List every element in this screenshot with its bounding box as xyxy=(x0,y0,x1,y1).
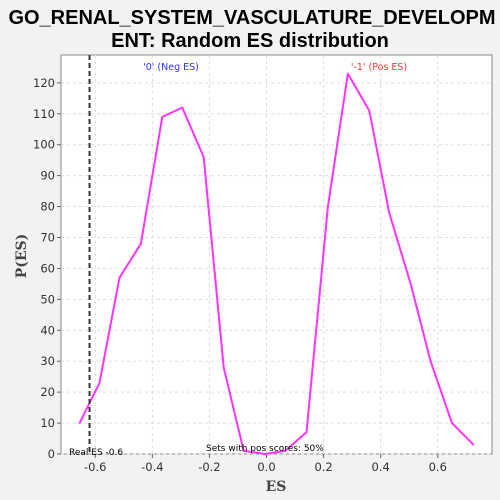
data-point xyxy=(182,107,184,109)
data-point xyxy=(473,444,475,446)
pos-scores-label: Sets with pos scores: 50% xyxy=(206,444,324,454)
x-axis-label: ES xyxy=(266,479,287,495)
y-axis-label: P(ES) xyxy=(14,234,30,279)
y-tick-label: 120 xyxy=(33,76,55,90)
x-tick-label: 0.6 xyxy=(429,460,447,474)
data-point xyxy=(388,212,390,214)
data-point xyxy=(119,277,121,279)
chart-title-line1: GO_RENAL_SYSTEM_VASCULATURE_DEVELOPM xyxy=(8,7,495,29)
data-point xyxy=(430,360,432,362)
data-point xyxy=(223,367,225,369)
y-tick-label: 100 xyxy=(33,138,55,152)
neg-es-label: '0' (Neg ES) xyxy=(143,62,199,73)
data-point xyxy=(99,382,101,384)
y-tick-label: 40 xyxy=(40,323,55,337)
y-tick-label: 60 xyxy=(40,261,55,275)
x-tick-label: -0.6 xyxy=(84,460,106,474)
y-tick-label: 70 xyxy=(40,230,55,244)
data-point xyxy=(203,156,205,158)
x-tick-label: 0.2 xyxy=(314,460,332,474)
y-tick-label: 30 xyxy=(40,354,55,368)
data-point xyxy=(140,243,142,245)
pos-es-label: '-1' (Pos ES) xyxy=(351,62,407,73)
real-es-label: Real ES -0.6 xyxy=(69,448,123,458)
y-tick-label: 90 xyxy=(40,169,55,183)
plot-area xyxy=(61,55,492,454)
y-tick-label: 10 xyxy=(40,416,55,430)
x-tick-label: 0.4 xyxy=(372,460,390,474)
x-tick-label: -0.2 xyxy=(198,460,220,474)
y-tick-label: 110 xyxy=(33,107,55,121)
y-tick-label: 20 xyxy=(40,385,55,399)
x-tick-label: -0.4 xyxy=(141,460,163,474)
data-point xyxy=(347,73,349,75)
data-point xyxy=(327,206,329,208)
data-point xyxy=(162,116,164,118)
data-point xyxy=(79,422,81,424)
data-point xyxy=(410,283,412,285)
y-tick-label: 80 xyxy=(40,200,55,214)
data-point xyxy=(451,422,453,424)
y-tick-label: 0 xyxy=(48,447,55,461)
data-point xyxy=(368,110,370,112)
data-point xyxy=(306,432,308,434)
y-tick-label: 50 xyxy=(40,292,55,306)
x-tick-label: 0.0 xyxy=(257,460,275,474)
chart-title-line2: ENT: Random ES distribution xyxy=(111,30,389,52)
